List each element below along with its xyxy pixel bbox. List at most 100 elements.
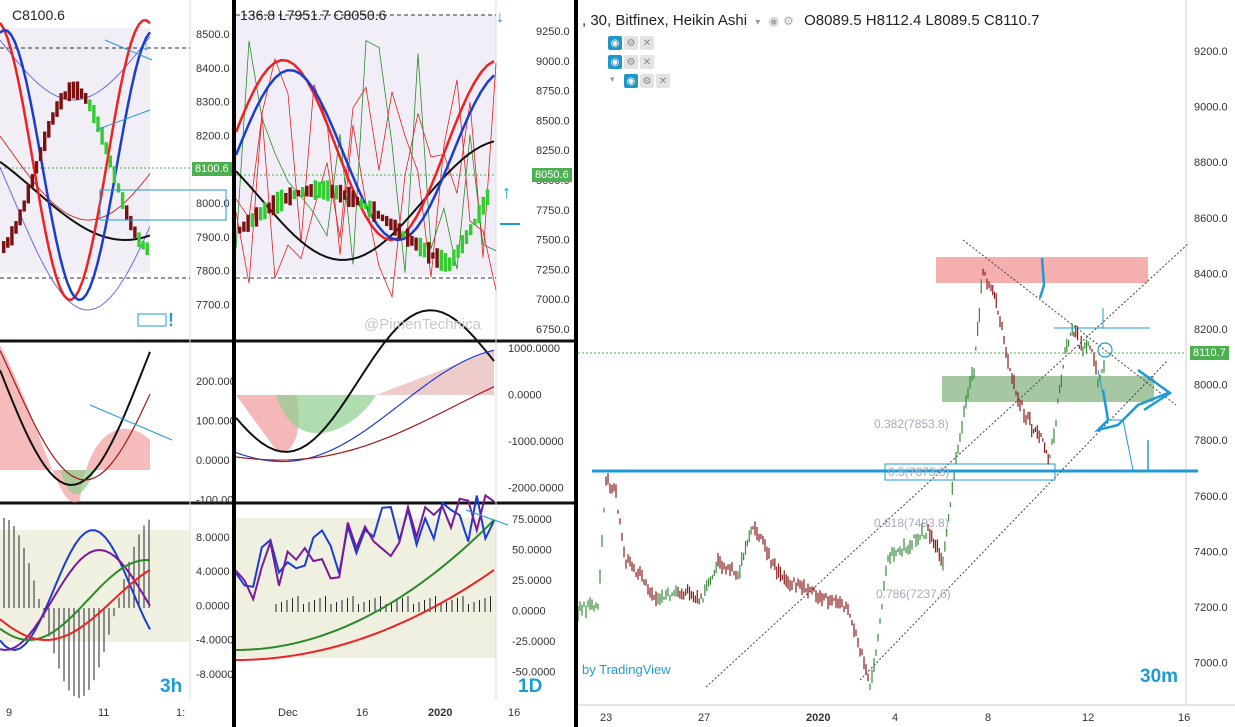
annotation-box [884,463,1056,481]
y-tick-label: -25.0000 [512,636,555,648]
candle [92,104,96,124]
histogram-area [0,345,150,503]
mom-line-red [0,568,151,641]
y-tick-label: 7400.0 [1194,546,1228,558]
candle [71,81,76,99]
eye-icon[interactable]: ◉ [768,14,779,28]
y-tick-label: 8250.0 [536,145,570,157]
candle [55,101,59,117]
chevron-down-icon[interactable]: ▾ [610,74,615,84]
eye-icon[interactable]: ◉ [624,74,638,88]
y-tick-label: 9000.0 [1194,102,1228,114]
candle [141,241,145,250]
y-tick-label: 8400.0 [1194,268,1228,280]
candle [422,242,427,258]
candle [410,235,414,246]
panel-1d: 9250.09000.08750.08500.08250.08000.07750… [236,0,574,727]
ohlc-readout: O8089.5 H8112.4 L8089.5 C8110.7 [804,12,1040,29]
y-tick-label: 8200.0 [196,130,230,142]
x-tick-label: 27 [698,712,710,724]
candle [2,241,6,254]
support-zone [942,376,1154,402]
trendline [465,509,509,526]
candle [254,207,259,227]
y-tick-label: 9000.0 [536,56,570,68]
candle [238,226,242,234]
candle [385,216,389,227]
x-tick-label: 9 [6,707,12,719]
candle [485,189,490,206]
y-tick-label: 8500.0 [536,115,570,127]
chart-30m[interactable]: 9200.0 9000.0 8800.0 8600.0 8400.0 8200.0 8000… [578,0,1235,727]
mom-line-purple [236,493,495,603]
mom-line-green [236,519,495,651]
candle [334,185,338,200]
candle [431,252,435,259]
y-tick-label: 7000.0 [536,294,570,306]
price-tag-3h: 8100.6 [192,162,232,176]
trendline [89,404,173,441]
candle [271,195,275,216]
y-tick-label: -50.0000 [512,667,555,679]
candle [137,232,141,248]
symbol-info: , 30, Bitfinex, Heikin Ashi [582,12,748,29]
candle [351,190,355,208]
histogram-area [376,350,494,395]
target-marker [1097,342,1113,358]
candle [376,210,380,219]
gear-icon[interactable]: ⚙ [624,55,638,69]
osc-line-black [236,309,495,453]
y-tick-label: 75.0000 [512,514,552,526]
ma-black [236,140,495,261]
chart-1d[interactable]: 9250.09000.08750.08500.08250.08000.07750… [236,0,574,727]
timeframe-label-3h: 3h [160,676,183,697]
candle [100,127,104,145]
candle [343,190,347,200]
mom-line-blue [236,495,495,588]
price-tag-30m: 8110.7 [1190,346,1229,360]
y-tick-label: 0.0000 [512,606,546,618]
eye-icon[interactable]: ◉ [608,36,622,50]
candle [284,192,288,204]
close-icon[interactable]: ✕ [640,55,654,69]
candle [380,214,385,222]
candle [301,187,305,198]
candle [372,201,376,223]
chart-3h[interactable]: 8500.08400.08300.08200.08100.08000.07900… [0,0,232,727]
bands-fill [236,15,496,275]
ma-black [0,160,151,242]
tradingview-attribution[interactable]: by TradingView [582,662,671,677]
candle [347,186,351,207]
gear-icon[interactable]: ⚙ [783,14,794,28]
chevron-down-icon[interactable]: ▾ [755,17,761,28]
candle [250,213,254,227]
candle [359,198,364,209]
y-tick-label: 7200.0 [1194,602,1228,614]
candle [322,180,326,200]
osc-line-black [0,351,151,486]
close-icon[interactable]: ✕ [640,36,654,50]
candle [43,131,47,152]
x-tick-label: 2020 [428,707,452,719]
y-tick-label: 8200.0 [1194,324,1228,336]
gear-icon[interactable]: ⚙ [640,74,654,88]
price-tag-1d: 8050.6 [532,168,572,182]
x-tick-label: 4 [892,712,898,724]
candle [108,155,112,168]
x-tick-label: 16 [508,707,520,719]
candle [326,180,330,201]
close-icon[interactable]: ✕ [656,74,670,88]
x-tick-label: 16 [1178,712,1190,724]
down-arrow-annotation: ↓ [142,37,150,54]
osc-line-red [0,350,151,481]
y-tick-label: -2000.0000 [508,483,564,495]
exclamation-mark: ! [168,310,174,330]
candle [473,218,477,226]
candle [309,184,313,197]
gear-icon[interactable]: ⚙ [624,36,638,50]
y-tick-label: 8400.0 [196,63,230,75]
eye-icon[interactable]: ◉ [608,55,622,69]
y-tick-label: 8500.0 [196,29,230,41]
forecast-path [1097,369,1134,471]
fib-label: 0.382(7853.8) [874,417,949,431]
